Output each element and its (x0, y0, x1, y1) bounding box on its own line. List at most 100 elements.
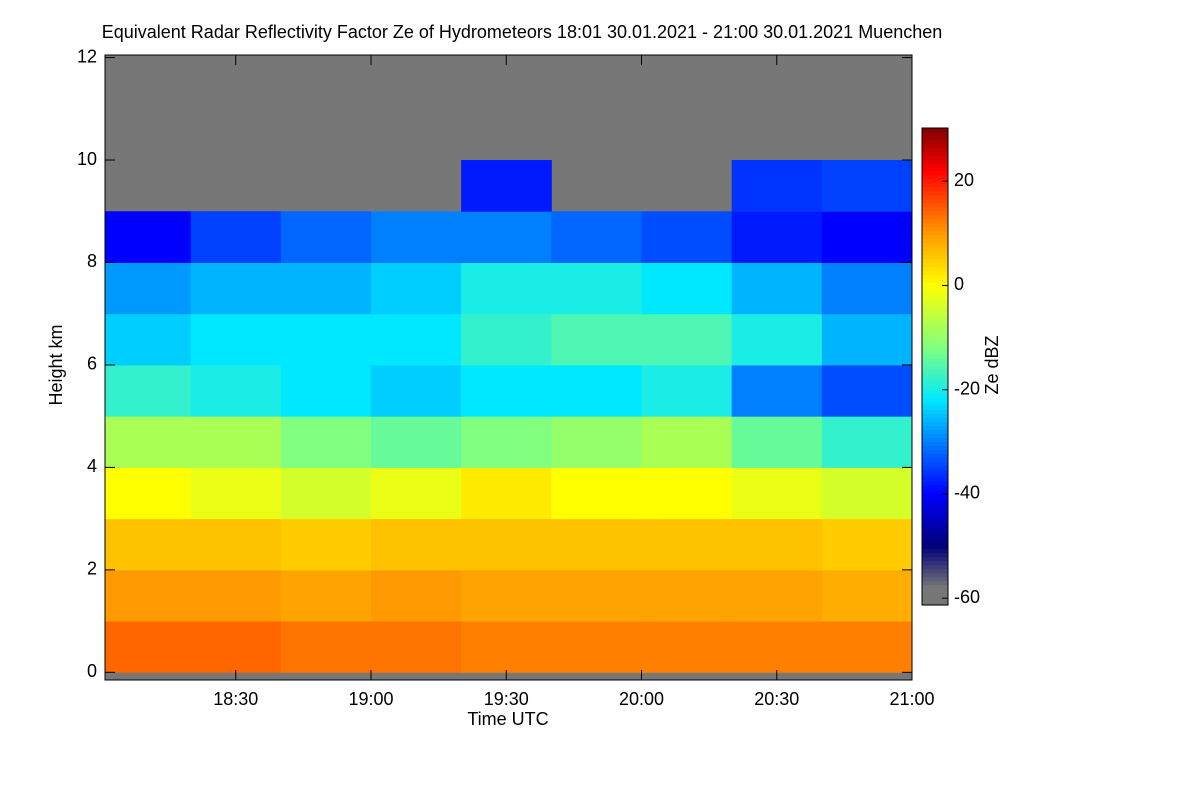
heatmap-cell (461, 467, 552, 520)
colorbar-step (922, 219, 948, 224)
colorbar (922, 128, 948, 606)
colorbar-step (922, 569, 948, 574)
colorbar-step (922, 517, 948, 523)
x-tick-label: 18:30 (213, 689, 258, 709)
heatmap-cell (370, 211, 462, 263)
colorbar-step (922, 489, 948, 495)
colorbar-step (922, 338, 948, 344)
colorbar-step (922, 386, 948, 391)
colorbar-step (922, 227, 948, 232)
colorbar-step (922, 394, 948, 399)
colorbar-step (922, 128, 948, 133)
heatmap-cell (280, 518, 372, 571)
heatmap-cell (461, 160, 552, 212)
heatmap-cell (731, 518, 823, 571)
colorbar-step (922, 163, 948, 169)
colorbar-step (922, 179, 948, 185)
colorbar-step (922, 358, 948, 364)
heatmap-cell (551, 416, 642, 468)
colorbar-step (922, 414, 948, 419)
colorbar-step (922, 294, 948, 300)
colorbar-step (922, 509, 948, 515)
colorbar-step (922, 573, 948, 578)
colorbar-step (922, 263, 948, 268)
heatmap-cell (190, 518, 282, 571)
heatmap-cell (370, 518, 462, 571)
colorbar-step (922, 426, 948, 431)
colorbar-step (922, 541, 948, 546)
colorbar-step (922, 314, 948, 320)
colorbar-step (922, 549, 948, 554)
y-tick-label: 6 (87, 354, 97, 374)
heatmap-cell (105, 313, 192, 366)
plot-frame (104, 54, 913, 681)
x-tick-label: 21:00 (889, 689, 934, 709)
colorbar-step (922, 191, 948, 197)
colorbar-step (922, 449, 948, 455)
colorbar-step (922, 561, 948, 566)
heatmap-cell (105, 621, 192, 673)
colorbar-step (922, 481, 948, 487)
colorbar-step (922, 457, 948, 463)
colorbar-step (922, 374, 948, 380)
y-tick-label: 2 (87, 559, 97, 579)
colorbar-step (922, 442, 948, 447)
colorbar-step (922, 390, 948, 395)
colorbar-tick-label: 20 (954, 170, 974, 190)
heatmap-cell (821, 364, 912, 417)
colorbar-step (922, 171, 948, 177)
colorbar-step (922, 275, 948, 280)
colorbar-step (922, 354, 948, 360)
heatmap-cell (731, 467, 823, 520)
colorbar-step (922, 239, 948, 244)
colorbar-step (922, 434, 948, 439)
heatmap-cell (551, 621, 642, 673)
colorbar-step (922, 485, 948, 491)
colorbar-step (922, 159, 948, 165)
colorbar-step (922, 557, 948, 562)
colorbar-step (922, 199, 948, 205)
y-tick-label: 4 (87, 456, 97, 476)
heatmap-cell (551, 467, 642, 520)
colorbar-step (922, 501, 948, 507)
colorbar-step (922, 597, 948, 602)
colorbar-step (922, 529, 948, 535)
colorbar-step (922, 461, 948, 467)
colorbar-step (922, 497, 948, 503)
colorbar-step (922, 318, 948, 324)
colorbar-step (922, 330, 948, 336)
x-tick-label: 20:30 (754, 689, 799, 709)
colorbar-step (922, 243, 948, 248)
heatmap-cell (190, 211, 282, 263)
heatmap-cell (641, 313, 733, 366)
heatmap-cell (731, 211, 823, 263)
colorbar-step (922, 553, 948, 558)
colorbar-tick-label: 0 (954, 274, 964, 294)
colorbar-step (922, 601, 948, 606)
heatmap-cell (821, 160, 912, 212)
colorbar-step (922, 279, 948, 284)
heatmap-cell (105, 518, 192, 571)
colorbar-step (922, 235, 948, 240)
heatmap-cell (370, 313, 462, 366)
colorbar-step (922, 342, 948, 348)
colorbar-step (922, 402, 948, 407)
heatmap-cell (461, 518, 552, 571)
heatmap-cell (641, 416, 733, 468)
x-tick-label: 19:00 (348, 689, 393, 709)
colorbar-step (922, 287, 948, 292)
heatmap-cell (280, 262, 372, 315)
heatmap-cell (821, 621, 912, 673)
heatmap-cell (461, 569, 552, 622)
colorbar-step (922, 382, 948, 387)
heatmap-cell (105, 467, 192, 520)
colorbar-step (922, 306, 948, 312)
colorbar-step (922, 271, 948, 276)
heatmap-cell (551, 262, 642, 315)
heatmap-cell (280, 621, 372, 673)
y-tick-label: 0 (87, 661, 97, 681)
colorbar-step (922, 207, 948, 213)
heatmap-cell (370, 262, 462, 315)
heatmap-cell (821, 569, 912, 622)
heatmap-cell (105, 416, 192, 468)
